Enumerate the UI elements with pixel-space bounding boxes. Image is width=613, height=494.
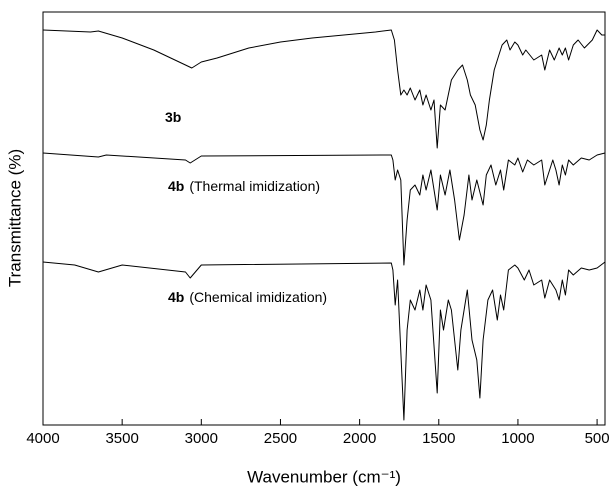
- spectrum-line: [42, 152, 606, 266]
- x-tick-label: 1500: [422, 430, 455, 447]
- x-tick-label: 2000: [343, 430, 376, 447]
- x-tick-label: 1000: [501, 430, 534, 447]
- spectrum-line: [42, 29, 605, 149]
- x-tick-label: 3000: [185, 430, 218, 447]
- annotation-bold: 4b: [168, 289, 184, 305]
- x-tick-label: 2500: [264, 430, 297, 447]
- x-tick-label: 3500: [105, 430, 138, 447]
- x-tick-label: 500: [585, 430, 610, 447]
- annotation: 4b (Chemical imidization): [168, 289, 327, 305]
- spectrum-line: [42, 261, 606, 421]
- y-axis-label: Transmittance (%): [5, 149, 24, 287]
- plot-frame: [42, 11, 606, 426]
- annotation: 4b (Thermal imidization): [168, 178, 320, 194]
- x-tick-label: 4000: [26, 430, 59, 447]
- annotation-bold: 3b: [165, 109, 181, 125]
- annotation-bold: 4b: [168, 178, 184, 194]
- annotation-text: (Thermal imidization): [189, 178, 320, 194]
- annotation: 3b: [165, 109, 181, 125]
- annotation-text: (Chemical imidization): [189, 289, 327, 305]
- x-axis-label: Wavenumber (cm⁻¹): [247, 467, 401, 486]
